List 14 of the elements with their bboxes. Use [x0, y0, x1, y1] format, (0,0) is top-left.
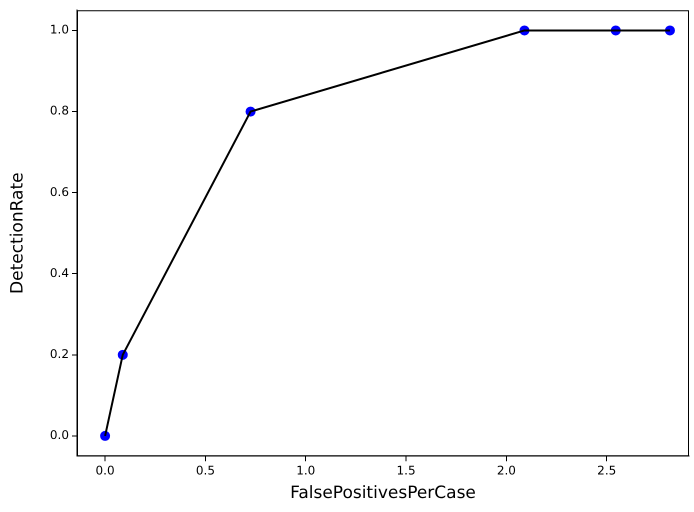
x-tick-label: 0.5	[196, 464, 215, 478]
y-tick-label: 0.8	[50, 104, 69, 118]
y-axis-title: DetectionRate	[8, 172, 28, 294]
x-tick-label: 1.5	[396, 464, 416, 478]
x-axis-title: FalsePositivesPerCase	[290, 483, 476, 504]
y-tick-label: 0.4	[50, 266, 69, 280]
y-tick-label: 0.0	[50, 428, 69, 442]
x-tick-label: 1.0	[296, 464, 316, 478]
y-tick-label: 0.6	[50, 184, 69, 199]
x-tick-label: 2.0	[496, 464, 516, 478]
y-tick-label: 1.0	[50, 22, 69, 37]
x-tick-label: 0.0	[96, 464, 115, 478]
x-tick-label: 2.5	[597, 464, 616, 478]
y-tick-label: 0.2	[50, 346, 69, 361]
